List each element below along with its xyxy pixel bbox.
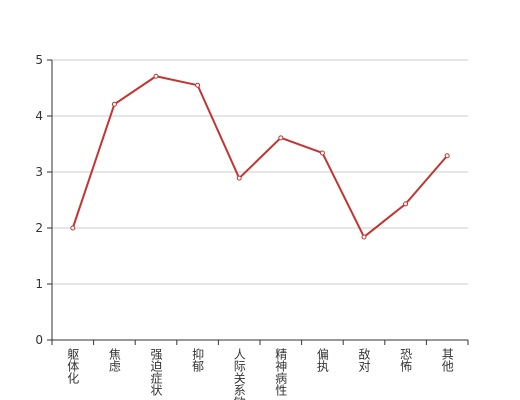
point [444, 153, 450, 159]
y-tick-label: 4 [35, 109, 43, 123]
point [195, 82, 201, 88]
x-tick-label: 焦虑 [107, 348, 121, 372]
x-tick-label: 其他 [440, 348, 454, 372]
point [236, 175, 242, 181]
x-tick-label: 偏执 [315, 347, 329, 373]
point [70, 225, 76, 231]
y-tick-label: 1 [35, 277, 43, 291]
y-tick-label: 0 [35, 333, 43, 347]
x-tick-label: 抑郁 [191, 347, 205, 373]
x-tick-label: 强迫症状 [149, 348, 163, 396]
x-tick-label: 恐怖 [399, 348, 413, 372]
x-tick-label: 躯体化 [66, 347, 80, 385]
y-tick-label: 5 [35, 53, 43, 67]
x-tick-label: 敌对 [357, 347, 371, 372]
point [361, 234, 367, 240]
point [153, 73, 159, 79]
point [278, 135, 284, 141]
y-tick-label: 2 [35, 221, 43, 235]
x-tick-label: 人际关系敏感 [232, 348, 246, 400]
point [111, 101, 117, 107]
point [403, 201, 409, 207]
line [71, 75, 448, 239]
y-tick-label: 3 [35, 165, 43, 179]
point [319, 150, 325, 156]
x-tick-label: 精神病性 [274, 348, 288, 397]
